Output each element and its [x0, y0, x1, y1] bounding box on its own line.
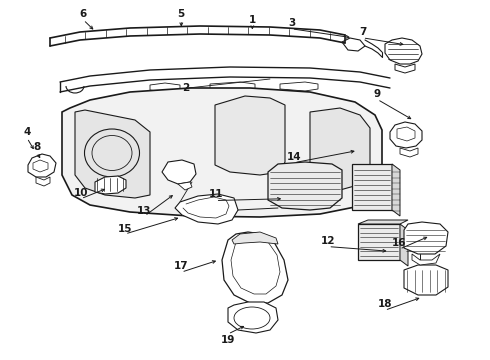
Text: 5: 5: [178, 9, 185, 19]
Text: 10: 10: [74, 188, 88, 198]
Polygon shape: [404, 222, 448, 254]
Polygon shape: [228, 302, 278, 333]
Polygon shape: [342, 38, 365, 51]
Polygon shape: [178, 182, 192, 190]
Text: 17: 17: [174, 261, 189, 271]
Text: 3: 3: [288, 18, 295, 28]
Polygon shape: [162, 160, 196, 184]
Polygon shape: [352, 164, 392, 210]
Polygon shape: [412, 254, 440, 265]
Text: 8: 8: [33, 142, 40, 152]
Polygon shape: [400, 224, 408, 266]
Polygon shape: [150, 83, 180, 92]
Text: 4: 4: [23, 127, 31, 138]
Polygon shape: [358, 224, 400, 260]
Text: 19: 19: [220, 335, 235, 345]
Polygon shape: [404, 265, 448, 295]
Text: 15: 15: [118, 224, 132, 234]
Polygon shape: [62, 88, 382, 217]
Polygon shape: [36, 177, 50, 186]
Text: 2: 2: [183, 83, 190, 93]
Polygon shape: [280, 82, 318, 91]
Polygon shape: [222, 232, 288, 303]
Text: 11: 11: [208, 189, 223, 199]
Polygon shape: [390, 122, 422, 148]
Polygon shape: [392, 164, 400, 216]
Polygon shape: [95, 176, 126, 194]
Polygon shape: [385, 38, 422, 64]
Text: 7: 7: [359, 27, 367, 37]
Polygon shape: [75, 110, 150, 198]
Polygon shape: [210, 82, 255, 91]
Text: 16: 16: [392, 238, 407, 248]
Polygon shape: [232, 232, 278, 244]
Polygon shape: [395, 64, 415, 73]
Text: 12: 12: [321, 236, 336, 246]
Polygon shape: [268, 162, 342, 210]
Polygon shape: [310, 108, 370, 190]
Polygon shape: [397, 127, 415, 141]
Text: 18: 18: [377, 299, 392, 309]
Text: 14: 14: [287, 152, 301, 162]
Text: 13: 13: [137, 206, 152, 216]
Polygon shape: [33, 160, 48, 172]
Polygon shape: [175, 194, 238, 224]
Polygon shape: [400, 148, 418, 157]
Text: 6: 6: [80, 9, 87, 19]
Text: 9: 9: [374, 89, 381, 99]
Polygon shape: [358, 220, 408, 224]
Polygon shape: [215, 96, 285, 175]
Polygon shape: [28, 154, 56, 177]
Text: 1: 1: [249, 15, 256, 25]
